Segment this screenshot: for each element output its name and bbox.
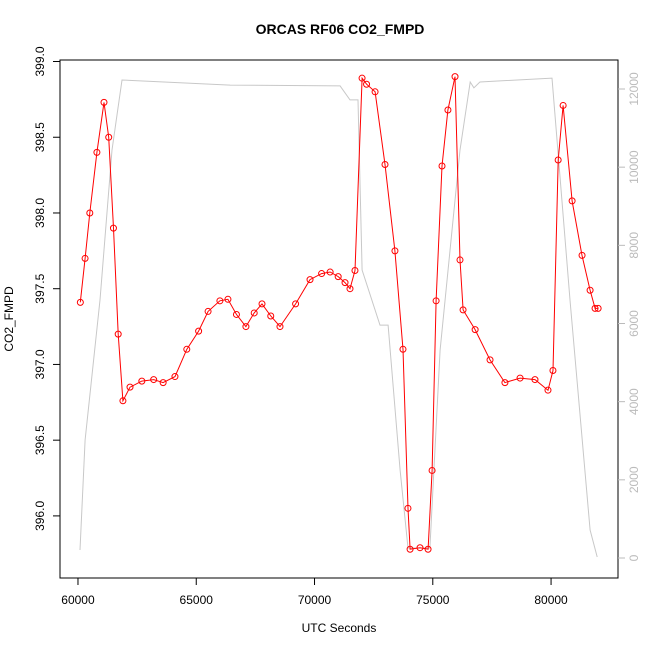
data-point — [351, 267, 359, 275]
data-point — [306, 276, 314, 284]
x-tick-label: 80000 — [534, 593, 568, 607]
data-point — [183, 345, 191, 353]
data-point — [216, 297, 224, 305]
data-point — [318, 270, 326, 278]
data-point — [456, 256, 464, 264]
data-point — [250, 309, 258, 317]
x-tick-label: 75000 — [416, 593, 450, 607]
data-point — [406, 545, 414, 553]
data-point — [138, 377, 146, 385]
x-tick-label: 70000 — [298, 593, 332, 607]
y-tick-label: 397.0 — [33, 349, 47, 379]
data-point — [105, 133, 113, 141]
data-point — [559, 101, 567, 109]
data-point — [432, 297, 440, 305]
data-point — [404, 504, 412, 512]
data-point — [471, 326, 479, 334]
y-tick-label: 398.0 — [33, 198, 47, 228]
data-point — [549, 366, 557, 374]
data-point — [501, 379, 509, 387]
data-point — [126, 383, 134, 391]
data-point — [444, 106, 452, 114]
data-point — [451, 73, 459, 81]
data-point — [242, 323, 250, 331]
series-line — [79, 76, 599, 550]
data-point — [224, 295, 232, 303]
data-point — [81, 254, 89, 262]
data-point — [100, 98, 108, 106]
data-point — [93, 148, 101, 156]
chart-title: ORCAS RF06 CO2_FMPD — [256, 21, 425, 37]
data-point — [258, 300, 266, 308]
data-point — [486, 356, 494, 364]
data-point — [516, 374, 524, 382]
data-point — [594, 304, 602, 312]
y-axis-label: CO2_FMPD — [2, 286, 16, 352]
y-tick-label: 396.0 — [33, 501, 47, 531]
y2-tick-label: 2000 — [627, 466, 641, 493]
data-point — [159, 379, 167, 387]
data-point — [381, 161, 389, 169]
plot-frame — [59, 59, 619, 579]
y2-tick-label: 10000 — [627, 150, 641, 184]
data-point — [267, 312, 275, 320]
data-point — [150, 376, 158, 384]
data-point — [119, 397, 127, 405]
data-point — [195, 327, 203, 335]
data-point — [363, 80, 371, 88]
y-tick-label: 396.5 — [33, 425, 47, 455]
data-point — [578, 251, 586, 259]
data-point — [346, 285, 354, 293]
y-tick-label: 398.5 — [33, 122, 47, 152]
data-point — [459, 306, 467, 314]
y-tick-label: 399.0 — [33, 46, 47, 76]
data-point — [416, 544, 424, 552]
y2-tick-label: 12000 — [627, 72, 641, 106]
data-point — [568, 197, 576, 205]
x-axis-label: UTC Seconds — [302, 621, 377, 635]
data-point — [438, 162, 446, 170]
data-point — [554, 156, 562, 164]
data-point — [276, 323, 284, 331]
y2-tick-label: 8000 — [627, 232, 641, 259]
data-point — [171, 373, 179, 381]
data-point — [86, 209, 94, 217]
x-tick-label: 60000 — [61, 593, 95, 607]
series-line — [79, 77, 598, 558]
data-point — [391, 247, 399, 255]
data-point — [544, 386, 552, 394]
data-point — [341, 279, 349, 287]
data-point — [358, 74, 366, 82]
data-point — [399, 345, 407, 353]
y-tick-label: 397.5 — [33, 273, 47, 303]
data-point — [428, 466, 436, 474]
data-point — [586, 286, 594, 294]
data-point — [424, 545, 432, 553]
data-point — [292, 300, 300, 308]
data-point — [371, 88, 379, 96]
data-point — [531, 376, 539, 384]
y2-tick-label: 4000 — [627, 388, 641, 415]
data-point — [232, 310, 240, 318]
y2-tick-label: 6000 — [627, 310, 641, 337]
y2-tick-label: 0 — [627, 554, 641, 561]
data-point — [204, 307, 212, 315]
data-point — [326, 268, 334, 276]
x-tick-label: 65000 — [180, 593, 214, 607]
data-point — [114, 330, 122, 338]
data-point — [591, 304, 599, 312]
data-point — [76, 298, 84, 306]
data-point — [109, 224, 117, 232]
data-point — [334, 273, 342, 281]
